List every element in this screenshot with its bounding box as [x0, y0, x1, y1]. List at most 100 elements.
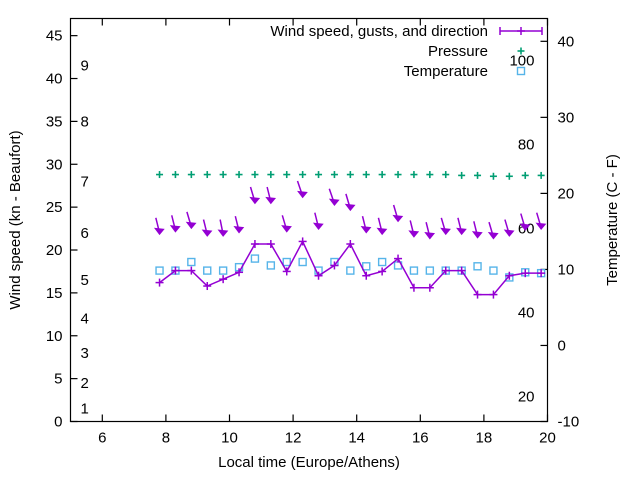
y-tick-label: 15 — [46, 285, 63, 302]
pressure-marker — [458, 171, 466, 179]
beaufort-label: 9 — [81, 58, 89, 75]
beaufort-label: 8 — [81, 113, 89, 130]
x-tick-label: 20 — [539, 430, 556, 447]
wind-speed-marker — [521, 269, 530, 278]
wind-direction-arrow — [487, 221, 499, 240]
y-tick-label: 35 — [46, 113, 63, 130]
wind-speed-marker — [219, 275, 228, 284]
wind-speed-marker — [394, 254, 403, 263]
wind-direction-arrow — [328, 188, 340, 207]
wind-direction-arrow — [376, 217, 388, 236]
beaufort-label: 4 — [81, 311, 89, 328]
beaufort-scale-labels: 1 2 3 4 5 6 7 8 9 — [81, 58, 89, 418]
wind-speed-marker — [330, 261, 339, 270]
y-tick-label: 5 — [54, 371, 62, 388]
temperature-marker — [155, 266, 164, 275]
wind-speed-marker — [489, 290, 498, 299]
chart-legend: Wind speed, gusts, and direction Pressure… — [270, 23, 543, 80]
wind-speed-marker — [250, 240, 259, 249]
pressure-marker — [187, 171, 195, 179]
wind-speed-marker — [187, 266, 196, 275]
wind-direction-arrow — [185, 211, 197, 230]
wind-speed-series — [155, 237, 546, 299]
wind-direction-arrow — [265, 186, 277, 205]
temperature-marker — [282, 257, 291, 267]
y2-axis-title: Temperature (C - F) — [604, 154, 621, 286]
beaufort-label: 7 — [81, 173, 89, 190]
pressure-marker — [378, 171, 386, 179]
beaufort-label: 3 — [81, 345, 89, 362]
pressure-marker — [521, 171, 529, 179]
pressure-marker — [315, 171, 323, 179]
pressure-marker — [410, 171, 418, 179]
wind-speed-marker — [155, 278, 164, 287]
x-tick-label: 16 — [412, 430, 429, 447]
wind-direction-arrow — [344, 193, 356, 212]
y-tick-label: 25 — [46, 199, 63, 216]
y-tick-label: 45 — [46, 28, 63, 45]
wind-speed-marker — [362, 271, 371, 280]
y2-tick-label: 10 — [558, 261, 575, 278]
pressure-marker — [537, 171, 545, 179]
wind-speed-marker — [473, 290, 482, 299]
x-tick-label: 12 — [285, 430, 302, 447]
y-tick-label: 30 — [46, 156, 63, 173]
temperature-marker — [473, 262, 482, 271]
y2-axis-ticks: -10 0 10 20 30 40 — [540, 33, 580, 431]
wind-speed-marker — [298, 237, 307, 246]
x-axis-ticks: 6 8 10 12 14 16 18 20 — [98, 18, 556, 447]
wind-speed-marker — [346, 240, 355, 249]
x-axis-title: Local time (Europe/Athens) — [218, 454, 400, 471]
inner-right-tick-label: 40 — [518, 304, 535, 321]
pressure-series — [156, 171, 545, 180]
wind-direction-arrow — [360, 215, 372, 234]
pressure-marker — [171, 171, 179, 179]
pressure-marker — [505, 172, 513, 180]
wind-direction-arrow — [249, 186, 261, 205]
wind-direction-arrow — [440, 217, 451, 236]
y2-tick-label: 20 — [558, 185, 575, 202]
legend-marker — [517, 47, 525, 55]
y-tick-label: 20 — [46, 242, 63, 259]
pressure-marker — [299, 171, 307, 179]
y-axis-title: Wind speed (kn - Beaufort) — [7, 130, 24, 309]
beaufort-label: 5 — [81, 272, 89, 289]
wind-direction-arrow — [217, 219, 229, 237]
wind-direction-arrow — [408, 220, 420, 238]
wind-speed-marker — [409, 283, 418, 292]
temperature-marker — [187, 257, 196, 267]
pressure-marker — [156, 171, 164, 179]
wind-direction-arrow — [392, 204, 404, 223]
x-tick-label: 14 — [348, 430, 365, 447]
wind-speed-marker — [378, 267, 387, 276]
temperature-marker — [489, 266, 498, 275]
wind-direction-arrow — [535, 212, 547, 231]
wind-direction-arrow — [503, 219, 515, 237]
temperature-marker — [377, 257, 387, 267]
pressure-marker — [219, 171, 227, 179]
pressure-marker — [489, 172, 497, 180]
beaufort-label: 2 — [81, 375, 89, 392]
inner-right-tick-label: 80 — [518, 136, 535, 153]
temperature-marker — [203, 266, 212, 275]
pressure-marker — [283, 171, 291, 179]
plot-frame — [69, 17, 549, 423]
inner-right-tick-label: 20 — [518, 388, 535, 405]
x-tick-label: 18 — [476, 430, 493, 447]
y2-tick-label: -10 — [558, 414, 580, 431]
temperature-marker — [266, 261, 276, 270]
temperature-marker — [362, 262, 371, 271]
wind-direction-arrow — [153, 217, 165, 236]
legend-label: Temperature — [404, 63, 488, 80]
wind-gust-arrows — [153, 180, 547, 240]
pressure-marker — [474, 171, 482, 179]
wind-speed-marker — [235, 268, 244, 277]
pressure-marker — [251, 171, 259, 179]
pressure-marker — [394, 171, 402, 179]
pressure-marker — [426, 171, 434, 179]
wind-speed-marker — [505, 271, 514, 280]
legend-marker — [499, 27, 543, 35]
temperature-marker — [346, 266, 355, 275]
temperature-marker — [409, 266, 419, 275]
